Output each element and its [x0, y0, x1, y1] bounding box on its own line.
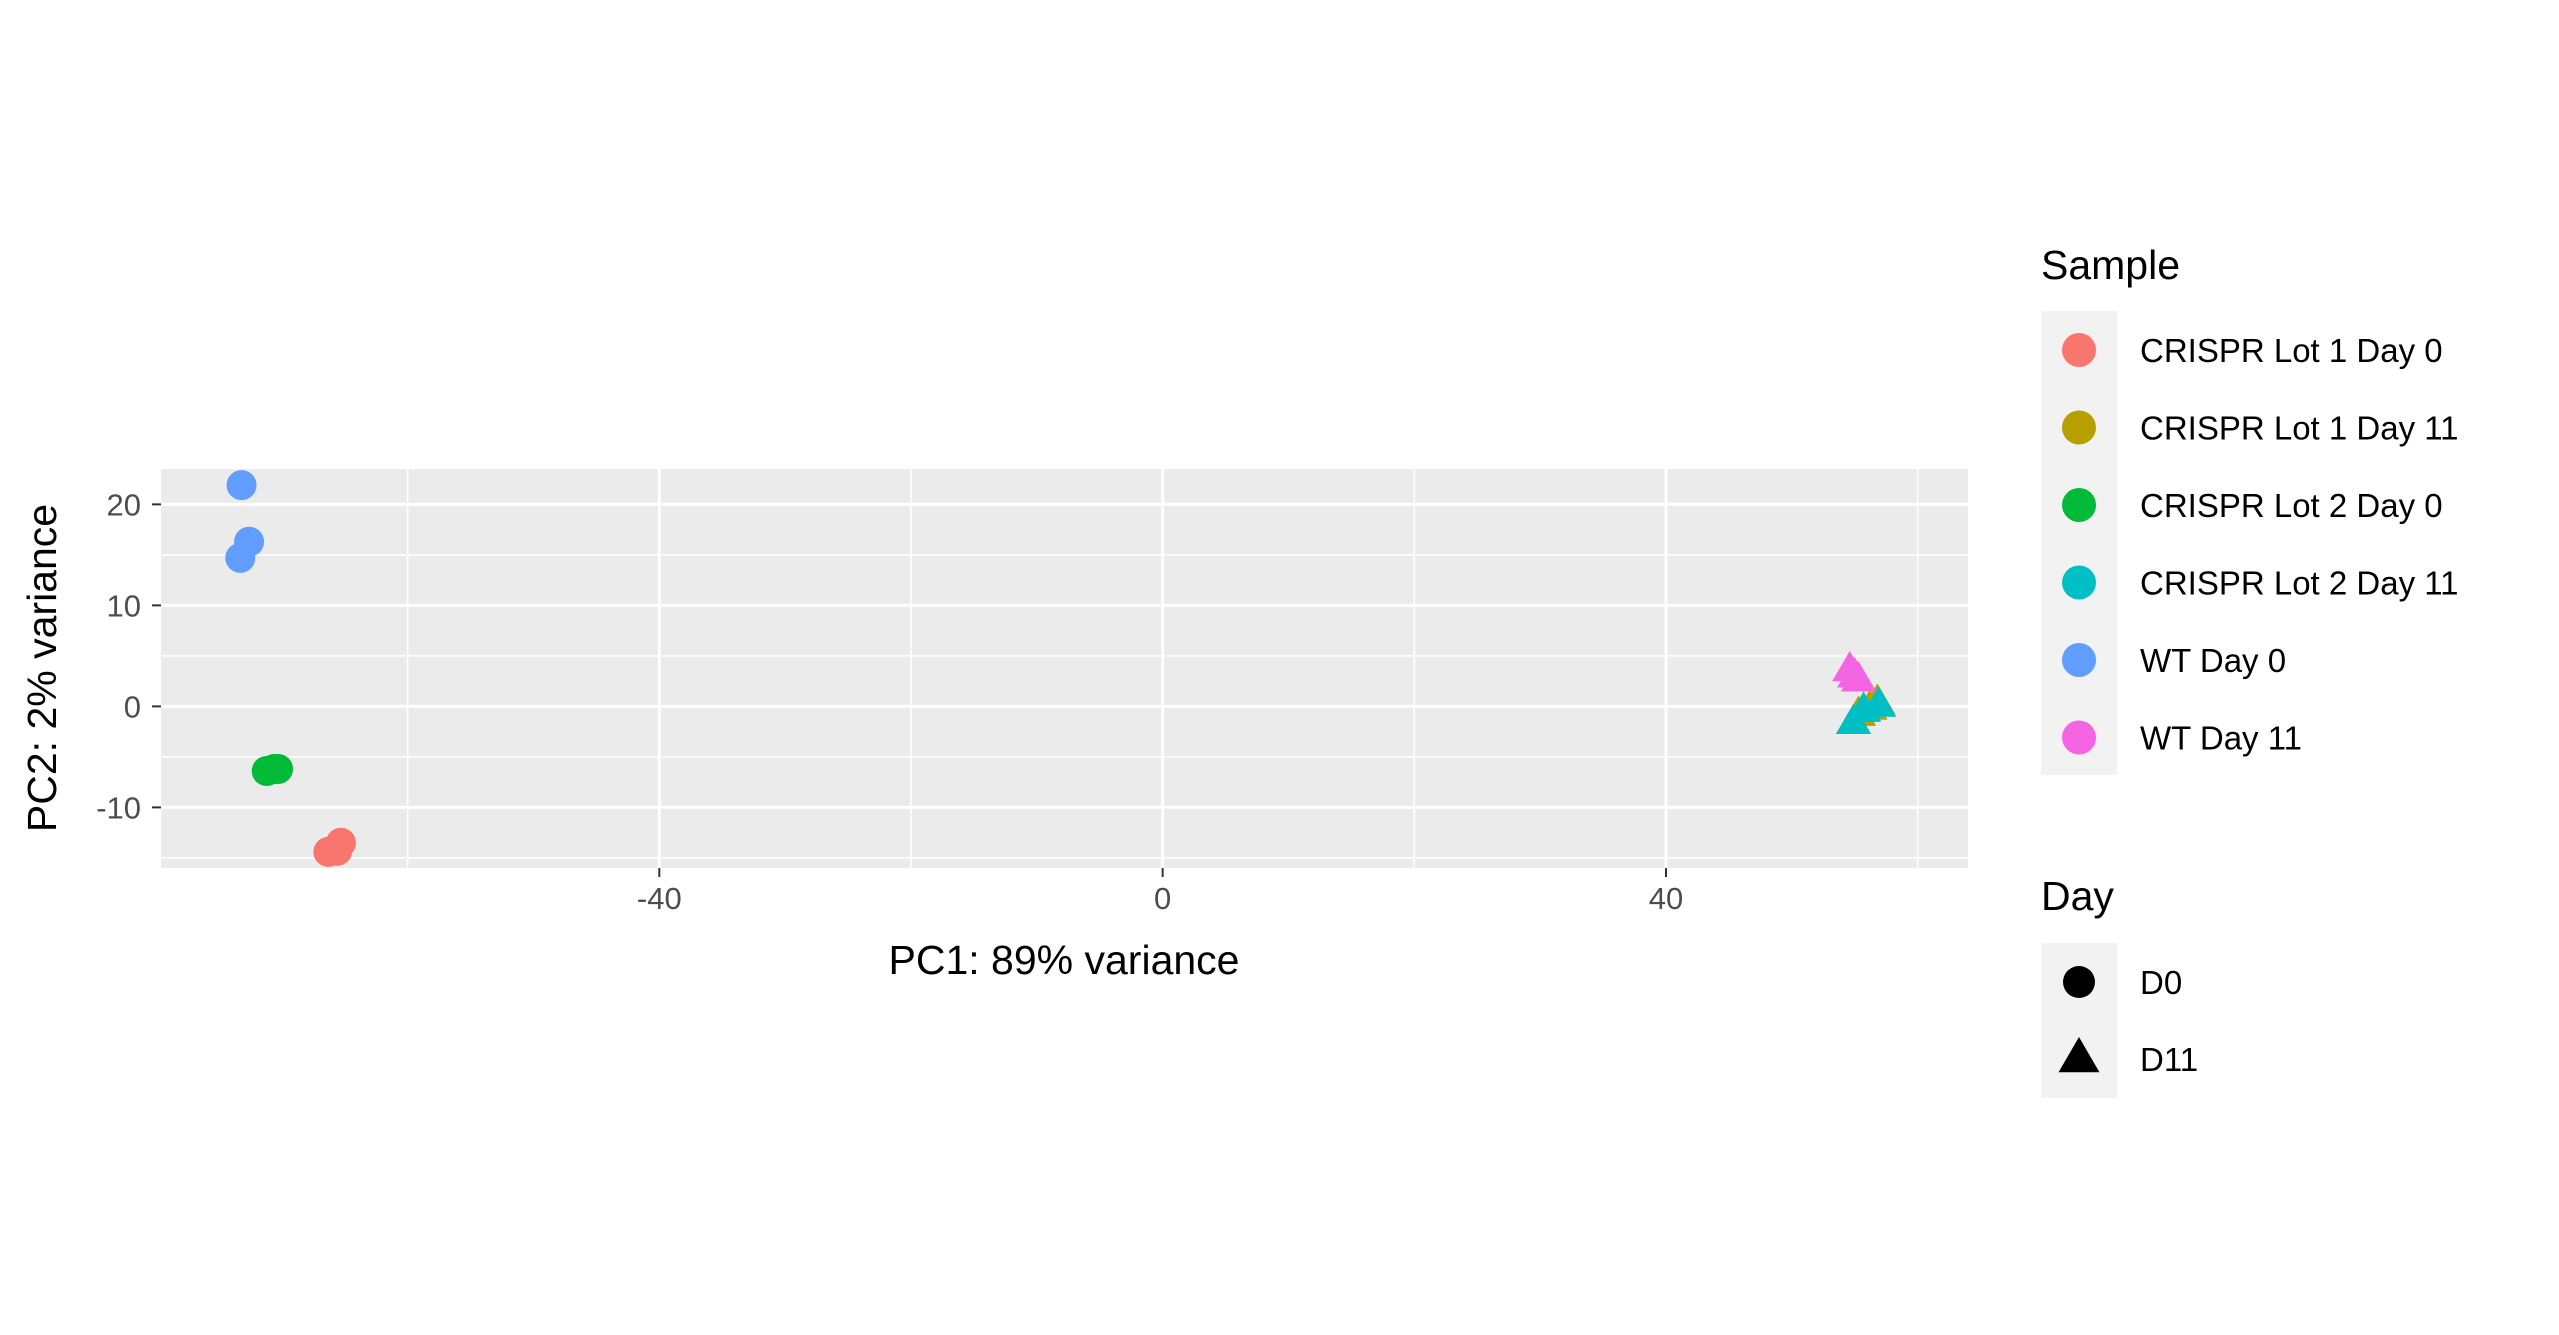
y-tick-label: 20: [107, 487, 141, 522]
legend-label: CRISPR Lot 2 Day 0: [2140, 487, 2443, 524]
major-gridlines: [161, 469, 1968, 868]
shape-legend-title: Day: [2041, 873, 2114, 919]
x-tick-label: 0: [1154, 881, 1171, 916]
legend-circle-key: [2063, 966, 2095, 998]
data-point-circle: [225, 542, 256, 573]
data-point-circle: [226, 470, 257, 501]
color-legend-title: Sample: [2041, 242, 2180, 288]
legend-label: CRISPR Lot 2 Day 11: [2140, 565, 2459, 602]
data-point-circle: [325, 827, 356, 858]
legend-label: CRISPR Lot 1 Day 0: [2140, 332, 2443, 369]
legend-label: WT Day 11: [2140, 720, 2302, 757]
legend-key: [2062, 410, 2096, 445]
legend-key: [2062, 565, 2096, 600]
legend-label: WT Day 0: [2140, 642, 2286, 679]
legend-key: [2062, 643, 2096, 677]
axis-ticks: [152, 503, 1667, 877]
legend-label: D11: [2140, 1041, 2198, 1078]
legend-label: D0: [2140, 964, 2182, 1001]
data-point-circle: [263, 754, 294, 785]
legend-triangle-key: [2058, 1037, 2100, 1073]
y-tick-label: 10: [107, 588, 141, 623]
data-points: [225, 470, 1897, 867]
x-tick-label: -40: [637, 881, 682, 916]
tick-labels: -40 0 40 -10 0 10 20: [96, 487, 1683, 916]
x-axis-title: PC1: 89% variance: [889, 937, 1240, 983]
color-legend: CRISPR Lot 1 Day 0 CRISPR Lot 1 Day 11 CRI…: [2062, 332, 2459, 757]
y-axis-title: PC2: 2% variance: [19, 504, 65, 832]
x-tick-label: 40: [1649, 881, 1683, 916]
legend-key: [2062, 488, 2096, 522]
shape-legend: D0 D11: [2058, 964, 2198, 1078]
y-tick-label: 0: [124, 689, 141, 724]
color-legend-key-background: [2041, 311, 2117, 775]
legend-key: [2062, 720, 2096, 755]
y-tick-label: -10: [96, 790, 141, 825]
data-point-triangle: [1840, 661, 1877, 692]
data-point-triangle: [1860, 686, 1897, 717]
legend-label: CRISPR Lot 1 Day 11: [2140, 410, 2459, 447]
legend-key: [2062, 333, 2096, 367]
